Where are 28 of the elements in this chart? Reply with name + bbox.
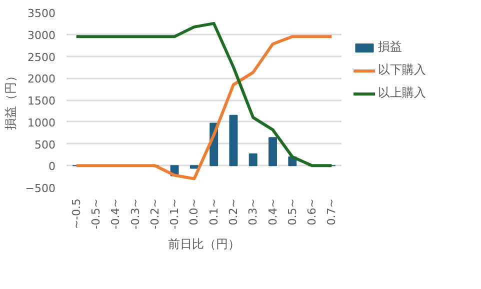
- x-tick-label: 0.7~: [325, 198, 338, 226]
- x-axis-title: 前日比（円）: [168, 237, 240, 252]
- y-tick-label: 3500: [28, 7, 56, 20]
- legend-label: 以上購入: [378, 84, 426, 102]
- x-tick-label: -0.2~: [148, 198, 162, 230]
- x-tick-label: 0.5~: [286, 198, 299, 226]
- x-tick-label: 0.1~: [207, 198, 220, 226]
- y-tick-label: 500: [34, 138, 56, 152]
- legend-label: 以下購入: [378, 62, 426, 78]
- x-tick-label: -0.3~: [128, 198, 142, 230]
- y-tick-label: 1500: [28, 94, 56, 108]
- x-tick-label: -0.5~: [89, 198, 102, 230]
- x-tick-label: 0.2~: [226, 198, 240, 226]
- y-tick-label: 2500: [28, 50, 56, 64]
- x-tick-label: 0.4~: [266, 198, 280, 226]
- legend-label: 損益: [378, 38, 402, 56]
- x-tick-label: -0.4~: [109, 198, 122, 230]
- x-tick-label: 0.3~: [246, 198, 260, 226]
- x-tick-label: 0.6~: [306, 198, 319, 226]
- x-tick-label: ~-0.5: [70, 198, 83, 230]
- y-tick-label: 2000: [28, 72, 56, 86]
- y-tick-label: 3000: [28, 28, 56, 42]
- y-axis-title: 損益（円）: [3, 70, 18, 130]
- x-tick-label: 0.0~: [188, 198, 201, 226]
- y-tick-label: 1000: [28, 116, 56, 130]
- x-tick-label: -0.1~: [168, 198, 182, 230]
- y-tick-label: −500: [25, 182, 56, 195]
- y-tick-label: 0: [48, 160, 56, 174]
